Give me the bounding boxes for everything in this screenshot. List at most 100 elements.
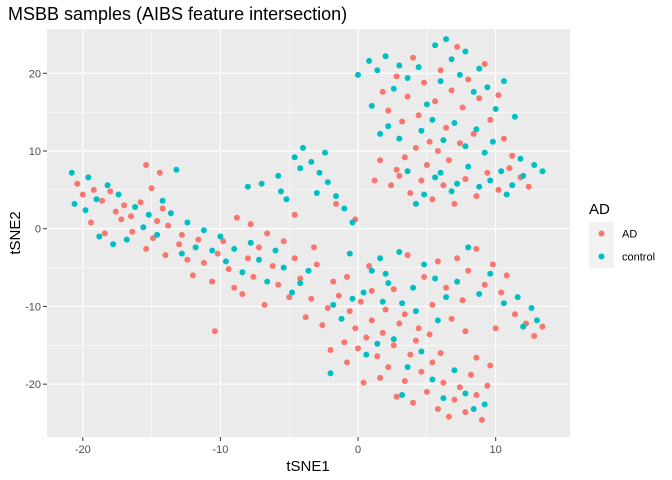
data-point bbox=[396, 135, 403, 142]
data-point bbox=[308, 158, 315, 165]
y-axis-ticks: -20 -10 0 10 20 bbox=[25, 68, 47, 391]
data-point bbox=[528, 305, 535, 311]
data-point bbox=[429, 301, 436, 308]
data-point bbox=[145, 211, 152, 218]
data-point bbox=[137, 199, 144, 206]
data-point bbox=[132, 204, 139, 210]
x-tick-label: 0 bbox=[355, 444, 361, 456]
data-point bbox=[363, 351, 370, 358]
x-tick-label: 10 bbox=[490, 444, 502, 456]
data-point bbox=[140, 224, 147, 231]
data-point bbox=[451, 367, 458, 374]
data-point bbox=[390, 342, 397, 349]
data-point bbox=[256, 256, 262, 263]
data-point bbox=[448, 315, 455, 322]
data-point bbox=[302, 314, 309, 321]
data-point bbox=[434, 148, 441, 154]
data-point bbox=[214, 250, 221, 257]
data-point bbox=[297, 165, 304, 172]
data-point bbox=[492, 325, 499, 332]
data-point bbox=[432, 42, 439, 49]
data-point bbox=[154, 231, 161, 238]
data-point bbox=[368, 317, 375, 324]
data-point bbox=[366, 263, 373, 269]
data-point bbox=[423, 101, 430, 108]
data-point bbox=[462, 328, 469, 335]
data-point bbox=[517, 155, 524, 162]
data-point bbox=[473, 245, 480, 252]
data-point bbox=[404, 75, 411, 81]
data-point bbox=[473, 392, 480, 398]
data-point bbox=[500, 78, 507, 85]
data-point bbox=[531, 333, 538, 339]
data-point bbox=[478, 416, 485, 423]
data-point bbox=[291, 211, 298, 218]
data-point bbox=[322, 149, 328, 156]
data-point bbox=[429, 376, 436, 383]
data-point bbox=[465, 267, 472, 274]
data-point bbox=[423, 388, 430, 395]
data-point bbox=[388, 182, 395, 189]
data-point bbox=[346, 250, 353, 257]
data-point bbox=[443, 294, 450, 301]
data-point bbox=[410, 54, 417, 61]
legend-title: AD bbox=[589, 201, 610, 218]
data-point bbox=[291, 154, 298, 161]
data-point bbox=[93, 196, 100, 203]
data-point bbox=[484, 169, 491, 176]
data-point bbox=[407, 190, 414, 196]
data-point bbox=[239, 291, 246, 297]
data-point bbox=[349, 295, 356, 302]
data-point bbox=[159, 205, 166, 212]
data-point bbox=[250, 273, 257, 280]
data-point bbox=[421, 261, 428, 268]
data-point bbox=[264, 230, 271, 237]
data-point bbox=[437, 350, 444, 357]
data-point bbox=[396, 249, 403, 255]
data-point bbox=[404, 93, 411, 100]
data-point bbox=[338, 315, 345, 322]
data-point bbox=[473, 126, 480, 133]
data-point bbox=[330, 301, 337, 308]
data-point bbox=[534, 317, 540, 324]
data-point bbox=[173, 166, 180, 173]
data-point bbox=[437, 169, 444, 176]
data-point bbox=[368, 287, 375, 294]
y-tick-label: 0 bbox=[35, 224, 41, 236]
data-point bbox=[393, 393, 400, 400]
data-point bbox=[470, 88, 477, 95]
data-point bbox=[128, 213, 134, 220]
data-point bbox=[222, 258, 229, 265]
data-point bbox=[520, 323, 527, 330]
data-point bbox=[382, 306, 389, 313]
data-point bbox=[459, 297, 466, 304]
data-point bbox=[470, 130, 477, 137]
data-point bbox=[429, 196, 436, 203]
data-point bbox=[382, 270, 389, 277]
data-point bbox=[407, 351, 414, 358]
data-point bbox=[377, 130, 384, 137]
data-point bbox=[473, 354, 480, 361]
data-point bbox=[487, 362, 494, 369]
data-point bbox=[118, 216, 125, 223]
data-point bbox=[244, 183, 251, 190]
data-point bbox=[434, 258, 441, 265]
data-point bbox=[437, 67, 444, 74]
data-point bbox=[225, 266, 232, 273]
data-point bbox=[470, 406, 477, 412]
data-point bbox=[467, 371, 474, 378]
data-point bbox=[96, 233, 103, 240]
data-point bbox=[178, 250, 185, 257]
data-point bbox=[503, 272, 510, 279]
data-point bbox=[440, 137, 447, 144]
data-point bbox=[429, 116, 436, 123]
data-point bbox=[506, 165, 513, 172]
data-point bbox=[396, 172, 403, 179]
data-point bbox=[74, 180, 81, 187]
data-point bbox=[371, 177, 378, 184]
data-point bbox=[520, 172, 527, 179]
data-point bbox=[211, 328, 218, 335]
data-point bbox=[368, 267, 375, 274]
data-point bbox=[154, 218, 161, 224]
data-point bbox=[360, 379, 367, 386]
